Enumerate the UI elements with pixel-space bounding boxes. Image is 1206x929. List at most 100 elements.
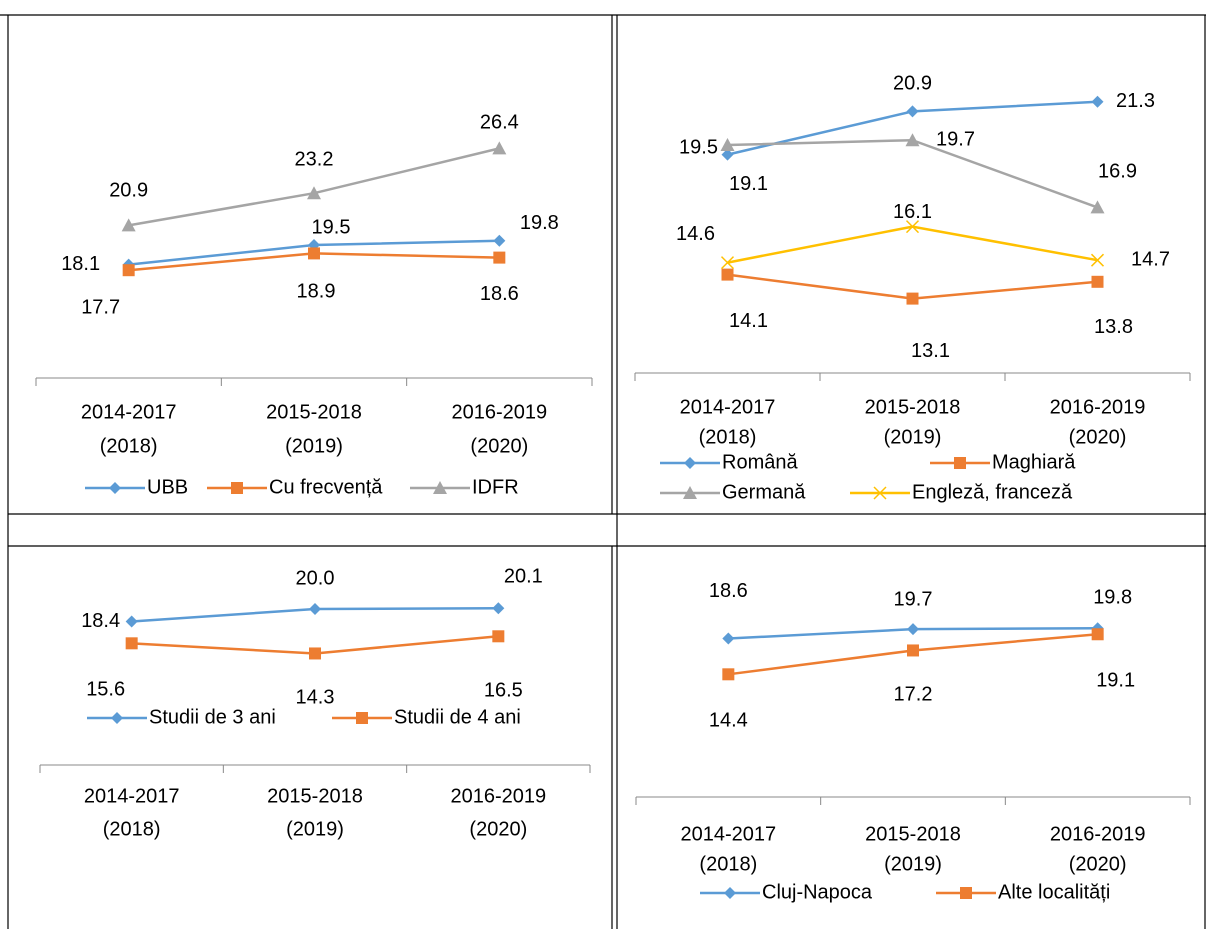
data-label: 19.7 <box>894 588 933 610</box>
legend-label: IDFR <box>472 476 519 498</box>
data-label: 20.9 <box>893 73 932 95</box>
data-label: 19.8 <box>1093 587 1132 609</box>
series-line <box>727 138 1098 209</box>
marker <box>492 602 505 615</box>
data-label: 14.3 <box>296 687 335 709</box>
marker <box>492 630 505 643</box>
marker <box>121 218 136 232</box>
marker <box>356 712 368 724</box>
legend-label: Germană <box>722 481 806 503</box>
x-tick-label: (2019) <box>285 435 343 457</box>
marker <box>907 623 919 636</box>
marker <box>309 603 321 615</box>
marker <box>724 887 736 899</box>
marker <box>960 887 972 899</box>
marker <box>309 647 321 660</box>
marker <box>493 251 506 264</box>
x-tick-label: (2019) <box>884 426 942 448</box>
data-label: 18.6 <box>709 580 748 602</box>
marker <box>721 148 734 161</box>
x-tick-label: (2019) <box>286 818 344 840</box>
marker <box>307 186 321 200</box>
data-label: 14.4 <box>709 710 748 732</box>
legend-label: Alte localități <box>998 881 1110 903</box>
data-label: 19.5 <box>312 216 351 238</box>
data-label: 16.1 <box>893 201 932 223</box>
marker <box>308 247 320 260</box>
x-tick-label: 2014-2017 <box>84 785 180 807</box>
line-chart: 2014-2017 (2018) 2015-2018 (2019) 2016-2019 (… <box>634 73 1191 503</box>
data-label: 13.1 <box>911 340 950 362</box>
marker <box>231 482 243 494</box>
legend-label: Studii de 3 ani <box>149 706 276 728</box>
marker <box>1091 628 1104 641</box>
data-label: 20.1 <box>504 566 543 588</box>
x-tick-label: 2015-2018 <box>865 823 961 845</box>
legend-label: Maghiară <box>992 451 1076 473</box>
marker <box>722 632 735 645</box>
legend-label: Cu frecvență <box>269 476 383 498</box>
data-label: 18.6 <box>480 283 519 305</box>
marker <box>125 615 138 628</box>
data-label: 23.2 <box>295 148 334 170</box>
marker <box>905 220 920 234</box>
marker <box>109 482 121 494</box>
x-tick-label: (2018) <box>699 426 757 448</box>
frames <box>0 14 1206 929</box>
data-label: 20.0 <box>296 567 335 589</box>
series-line <box>727 225 1098 264</box>
x-tick-label: (2018) <box>103 818 161 840</box>
legend-label: Engleză, franceză <box>912 481 1073 503</box>
line-chart: 2014-2017 (2018) 2015-2018 (2019) 2016-2019 (… <box>635 580 1191 903</box>
x-tick-label: 2015-2018 <box>266 401 362 423</box>
legend-label: Studii de 4 ani <box>394 706 521 728</box>
legend-label: UBB <box>147 476 188 498</box>
data-label: 18.4 <box>81 610 120 632</box>
marker <box>1090 253 1105 267</box>
marker <box>433 481 447 494</box>
marker <box>721 268 734 281</box>
data-label: 19.1 <box>1096 670 1135 692</box>
x-tick-label: 2016-2019 <box>1050 396 1146 418</box>
x-tick-label: (2020) <box>470 435 528 457</box>
x-tick-label: 2014-2017 <box>680 396 776 418</box>
marker <box>906 292 919 305</box>
data-label: 14.7 <box>1131 248 1170 270</box>
x-tick-label: 2014-2017 <box>81 401 177 423</box>
data-label: 20.9 <box>109 180 148 202</box>
x-tick-label: 2015-2018 <box>865 396 961 418</box>
marker <box>1090 200 1105 214</box>
data-label: 16.9 <box>1098 161 1137 183</box>
data-label: 14.1 <box>729 310 768 332</box>
marker <box>873 486 887 500</box>
marker <box>907 644 919 657</box>
data-label: 21.3 <box>1116 90 1155 112</box>
legend-label: Română <box>722 451 798 473</box>
marker <box>122 264 135 277</box>
x-tick-label: (2018) <box>100 435 158 457</box>
marker <box>493 234 506 247</box>
x-tick-label: 2015-2018 <box>267 785 363 807</box>
data-label: 15.6 <box>86 679 125 701</box>
data-label: 19.7 <box>936 128 975 150</box>
data-label: 19.5 <box>679 136 718 158</box>
x-tick-label: 2016-2019 <box>1050 823 1146 845</box>
data-label: 17.2 <box>894 684 933 706</box>
data-label: 19.8 <box>520 212 559 234</box>
x-tick-label: 2016-2019 <box>451 785 547 807</box>
data-label: 18.1 <box>61 253 100 275</box>
marker <box>683 486 697 499</box>
x-tick-label: 2016-2019 <box>452 401 548 423</box>
marker <box>111 712 123 724</box>
marker <box>720 138 735 151</box>
marker <box>492 141 507 155</box>
marker <box>125 637 138 650</box>
marker <box>720 256 735 270</box>
marker <box>905 133 920 147</box>
data-label: 17.7 <box>81 296 120 318</box>
data-label: 14.6 <box>676 223 715 245</box>
data-label: 16.5 <box>484 680 523 702</box>
marker <box>684 457 696 469</box>
marker <box>1091 275 1104 288</box>
